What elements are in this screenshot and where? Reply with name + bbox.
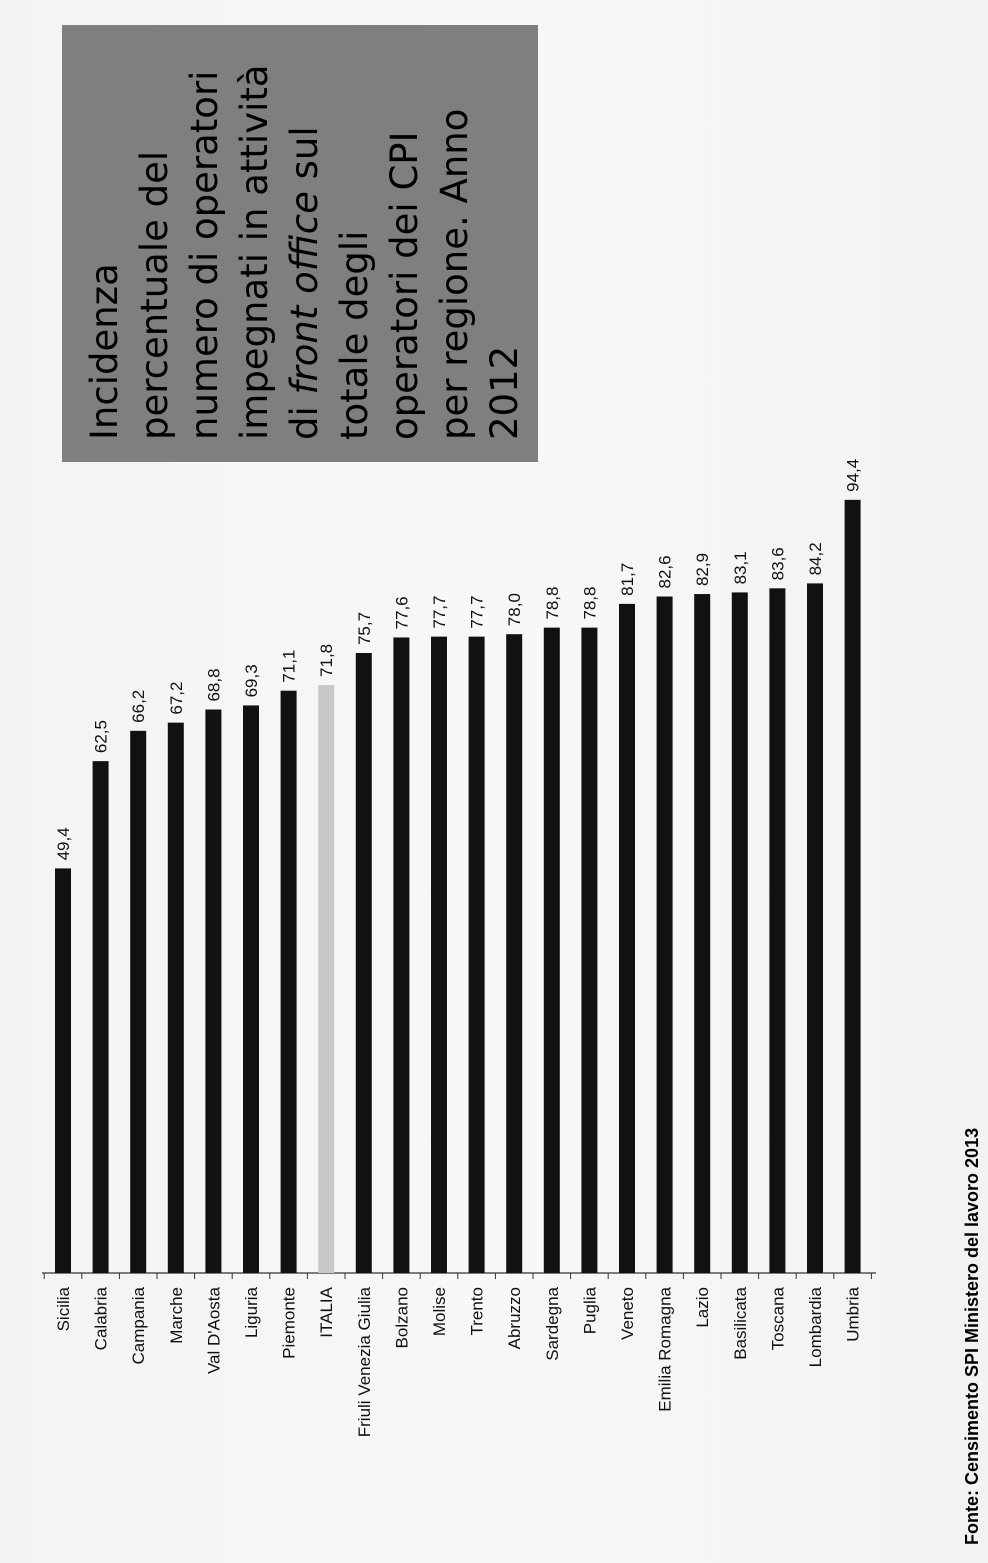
bar-value-label: 82,6	[656, 555, 675, 588]
category-label: Toscana	[768, 1286, 787, 1350]
bar-calabria	[92, 761, 109, 1273]
chart-title-line: Incidenza	[83, 263, 126, 440]
category-label: Liguria	[242, 1286, 261, 1338]
source-note: Fonte: Censimento SPI Ministero del lavo…	[962, 1127, 982, 1545]
category-label: Val D'Aosta	[204, 1286, 223, 1374]
category-label: Umbria	[844, 1286, 863, 1341]
bar-emilia-romagna	[656, 596, 673, 1273]
category-label: Bolzano	[392, 1287, 411, 1348]
category-label: Campania	[129, 1286, 148, 1364]
bar-value-label: 75,7	[355, 612, 374, 645]
bar-value-label: 84,2	[806, 542, 825, 575]
bar-toscana	[769, 588, 786, 1273]
category-label: Abruzzo	[505, 1287, 524, 1349]
category-label: Sardegna	[543, 1286, 562, 1360]
category-label: Calabria	[92, 1286, 111, 1350]
bar-lazio	[694, 594, 711, 1273]
bar-piemonte	[280, 690, 297, 1273]
bar-value-label: 82,9	[693, 553, 712, 586]
bar-value-label: 78,8	[580, 587, 599, 620]
chart-title-line: per regione. Anno	[433, 108, 476, 440]
chart-title-line: percentuale del	[133, 150, 176, 440]
bar-value-label: 62,5	[92, 720, 111, 753]
bar-value-label: 94,4	[844, 459, 863, 492]
bar-value-label: 83,1	[731, 551, 750, 584]
category-label: Marche	[167, 1287, 186, 1344]
bar-lombardia	[807, 583, 823, 1273]
chart-title-line: 2012	[483, 345, 526, 440]
bar-veneto	[619, 603, 635, 1273]
chart-title-line: operatori dei CPI	[383, 131, 426, 440]
bar-value-label: 71,8	[317, 644, 336, 677]
bar-value-label: 78,0	[505, 593, 524, 626]
bar-value-label: 83,6	[768, 547, 787, 580]
chart-title-line: di front office sul	[283, 126, 326, 440]
category-label: Emilia Romagna	[656, 1286, 675, 1411]
bar-molise	[431, 636, 447, 1273]
bar-bolzano	[393, 637, 410, 1273]
bar-marche	[167, 722, 184, 1273]
bar-puglia	[581, 627, 598, 1273]
bar-umbria	[844, 499, 861, 1273]
category-label: Lombardia	[806, 1286, 825, 1367]
bar-trento	[468, 636, 485, 1273]
category-label: ITALIA	[317, 1286, 336, 1337]
category-label: Lazio	[693, 1287, 712, 1328]
chart-title-line: impegnati in attività	[233, 64, 276, 440]
bar-value-label: 71,1	[280, 650, 299, 683]
bar-sardegna	[543, 627, 560, 1273]
bar-liguria	[243, 705, 259, 1273]
chart-title-line: numero di operatori	[183, 70, 226, 440]
bar-val-d-aosta	[205, 709, 222, 1273]
bar-value-label: 69,3	[242, 664, 261, 697]
bar-italia	[318, 684, 335, 1273]
bar-campania	[130, 730, 147, 1273]
bar-friuli-venezia-giulia	[355, 653, 372, 1273]
category-label: Veneto	[618, 1287, 637, 1340]
bar-value-label: 67,2	[167, 682, 186, 715]
chart-title-box: Incidenza percentuale del numero di operat…	[62, 25, 538, 462]
chart-title-line: totale degli	[333, 230, 376, 440]
category-label: Puglia	[580, 1286, 599, 1334]
bar-basilicata	[731, 592, 748, 1273]
category-label: Sicilia	[54, 1286, 73, 1331]
bar-value-label: 81,7	[618, 563, 637, 596]
category-label: Basilicata	[731, 1286, 750, 1359]
bar-abruzzo	[506, 634, 523, 1273]
category-label: Friuli Venezia Giulia	[355, 1286, 374, 1437]
bar-value-label: 77,6	[392, 596, 411, 629]
category-label: Molise	[430, 1287, 449, 1336]
bar-sicilia	[55, 868, 71, 1273]
bar-value-label: 68,8	[204, 668, 223, 701]
bar-value-label: 49,4	[54, 827, 73, 860]
category-label: Piemonte	[280, 1287, 299, 1359]
chart-title: Incidenza percentuale del numero di operat…	[62, 25, 538, 462]
bar-value-label: 66,2	[129, 690, 148, 723]
bar-value-label: 78,8	[543, 587, 562, 620]
bar-value-label: 77,7	[430, 596, 449, 629]
category-label: Trento	[468, 1287, 487, 1336]
bar-value-label: 77,7	[468, 596, 487, 629]
